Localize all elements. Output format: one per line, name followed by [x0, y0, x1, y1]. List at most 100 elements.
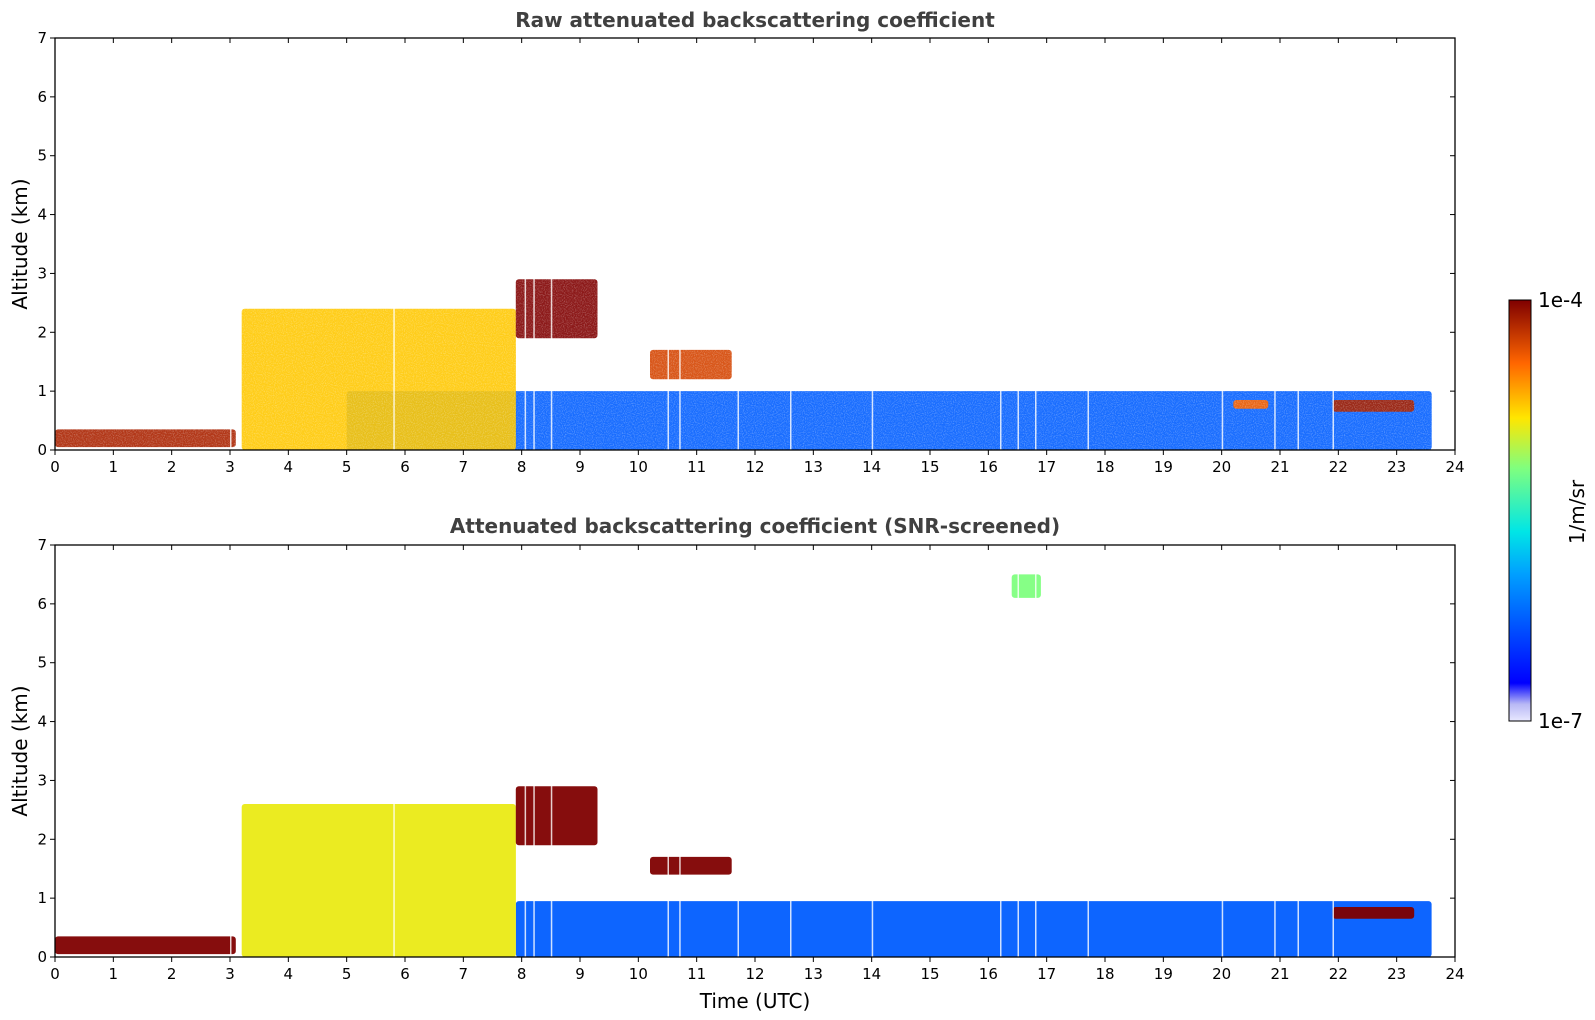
panel-screened-x-tick-label: 23	[1387, 965, 1406, 983]
panel-screened-y-tick-label: 7	[37, 536, 47, 554]
panel-screened-x-tick-label: 3	[225, 965, 235, 983]
panel-screened-x-tick-label: 21	[1270, 965, 1289, 983]
panel-screened-gap-line	[1000, 545, 1002, 957]
panel-raw-x-tick-label: 20	[1212, 458, 1231, 476]
panel-screened-x-tick-label: 5	[342, 965, 352, 983]
panel-raw-x-ticks: 0 1 2 3 4 5 6 7 8 9 10 11 12 13 14 15 16 17 18 19 20 21 22 23 24	[50, 38, 1465, 476]
panel-raw-y-tick-label: 2	[37, 323, 47, 341]
panel-screened-y-tick-label: 2	[37, 830, 47, 848]
panel-raw-x-tick-label: 7	[459, 458, 469, 476]
panel-screened-x-tick-label: 14	[862, 965, 881, 983]
panel-raw-gap-line	[790, 38, 792, 450]
panel-screened-x-tick-label: 8	[517, 965, 527, 983]
panel-raw-gap-line	[524, 38, 527, 450]
panel-raw-gap-line	[1000, 38, 1002, 450]
panel-screened-y-tick-label: 1	[37, 889, 47, 907]
panel-raw-gap-line	[667, 38, 669, 450]
panel-raw-x-tick-label: 16	[979, 458, 998, 476]
panel-screened-x-tick-label: 18	[1095, 965, 1114, 983]
panel-raw-x-tick-label: 3	[225, 458, 235, 476]
panel-raw-y-tick-label: 7	[37, 29, 47, 47]
panel-raw-x-tick-label: 11	[687, 458, 706, 476]
panel-raw-x-tick-label: 1	[109, 458, 119, 476]
panel-raw-x-tick-label: 18	[1095, 458, 1114, 476]
panel-screened-x-tick-label: 2	[167, 965, 177, 983]
panel-screened-y-tick-label: 3	[37, 771, 47, 789]
panel-screened: Attenuated backscattering coefficient (S…	[8, 514, 1465, 1013]
panel-raw-x-tick-label: 0	[50, 458, 60, 476]
panel-screened-x-tick-label: 10	[629, 965, 648, 983]
panel-raw-x-tick-label: 9	[575, 458, 585, 476]
panel-raw-x-tick-label: 17	[1037, 458, 1056, 476]
panel-raw-x-tick-label: 13	[804, 458, 823, 476]
panel-screened-x-tick-label: 11	[687, 965, 706, 983]
panel-screened-gap-line	[1035, 545, 1037, 957]
panel-raw-y-tick-label: 6	[37, 88, 47, 106]
panel-screened-x-label: Time (UTC)	[699, 989, 811, 1013]
panel-raw-gap-line	[737, 38, 739, 450]
panel-raw-x-tick-label: 21	[1270, 458, 1289, 476]
colorbar-min-label: 1e-7	[1538, 709, 1583, 733]
panel-screened-gap-line	[1221, 545, 1224, 957]
panel-screened-gap-line	[679, 545, 681, 957]
panel-raw-x-tick-label: 15	[920, 458, 939, 476]
panel-screened-gap-line	[393, 545, 395, 957]
panel-raw-data-gaps	[230, 38, 1455, 450]
panel-screened-x-tick-label: 9	[575, 965, 585, 983]
panel-raw-x-tick-label: 24	[1445, 458, 1464, 476]
panel-screened-gap-line	[550, 545, 553, 957]
panel-screened-feature-boundary-layer	[241, 804, 516, 957]
panel-raw-title: Raw attenuated backscattering coefficien…	[515, 8, 995, 32]
panel-screened-x-tick-label: 6	[400, 965, 410, 983]
panel-raw-gap-line	[1274, 38, 1276, 450]
panel-screened-feature-elevated-aerosol-layer	[515, 786, 598, 846]
colorbar-max-label: 1e-4	[1538, 288, 1583, 312]
panel-raw-gap-line	[393, 38, 395, 450]
panel-screened-feature-thin-cloud	[650, 856, 732, 875]
panel-raw-x-tick-label: 4	[284, 458, 294, 476]
panel-screened-x-tick-label: 4	[284, 965, 294, 983]
panel-screened-gap-line	[1297, 545, 1299, 957]
colorbar-units-label: 1/m/sr	[1565, 479, 1589, 544]
panel-raw-x-tick-label: 22	[1329, 458, 1348, 476]
panel-screened-x-tick-label: 7	[459, 965, 469, 983]
panel-screened-y-tick-label: 4	[37, 713, 47, 731]
panel-raw-noise-overlay	[55, 38, 1435, 450]
panel-raw-y-tick-label: 5	[37, 147, 47, 165]
panel-screened-title: Attenuated backscattering coefficient (S…	[450, 514, 1060, 538]
panel-screened-x-tick-label: 24	[1445, 965, 1464, 983]
panel-screened-gap-line	[737, 545, 739, 957]
panel-screened-heatmap	[55, 574, 1432, 957]
panel-raw-no-data-region	[1434, 38, 1455, 450]
panel-raw-gap-line	[533, 38, 535, 450]
panel-screened-gap-line	[533, 545, 535, 957]
panel-screened-feature-high-cloud	[1011, 574, 1041, 598]
panel-screened-y-tick-label: 5	[37, 654, 47, 672]
colorbar: 1e-4 1e-7 1/m/sr	[1508, 288, 1589, 733]
panel-raw-x-tick-label: 2	[167, 458, 177, 476]
panel-screened-feature-near-surface-signal	[515, 901, 1432, 957]
panel-screened-gap-line	[1087, 545, 1089, 957]
panel-raw-x-tick-label: 14	[862, 458, 881, 476]
panel-screened-y-label: Altitude (km)	[8, 685, 32, 816]
panel-screened-x-tick-label: 13	[804, 965, 823, 983]
panel-screened-gap-line	[1332, 545, 1334, 957]
panel-raw-gap-line	[550, 38, 553, 450]
panel-screened-x-tick-label: 1	[109, 965, 119, 983]
panel-raw-gap-line	[1017, 38, 1019, 450]
panel-raw-x-tick-label: 23	[1387, 458, 1406, 476]
panel-raw-x-tick-label: 8	[517, 458, 527, 476]
panel-screened-data-gaps	[230, 545, 1455, 957]
panel-raw-x-tick-label: 5	[342, 458, 352, 476]
panel-screened-x-tick-label: 19	[1154, 965, 1173, 983]
panel-screened-y-tick-label: 6	[37, 595, 47, 613]
panel-raw-y-tick-label: 3	[37, 264, 47, 282]
panel-raw-gap-line	[230, 38, 232, 450]
panel-screened-gap-line	[1017, 545, 1019, 957]
panel-raw-gap-line	[1221, 38, 1224, 450]
panel-screened-x-tick-label: 16	[979, 965, 998, 983]
panel-raw: Raw attenuated backscattering coefficien…	[8, 8, 1465, 476]
panel-screened-gap-line	[871, 545, 874, 957]
panel-screened-x-tick-label: 12	[745, 965, 764, 983]
